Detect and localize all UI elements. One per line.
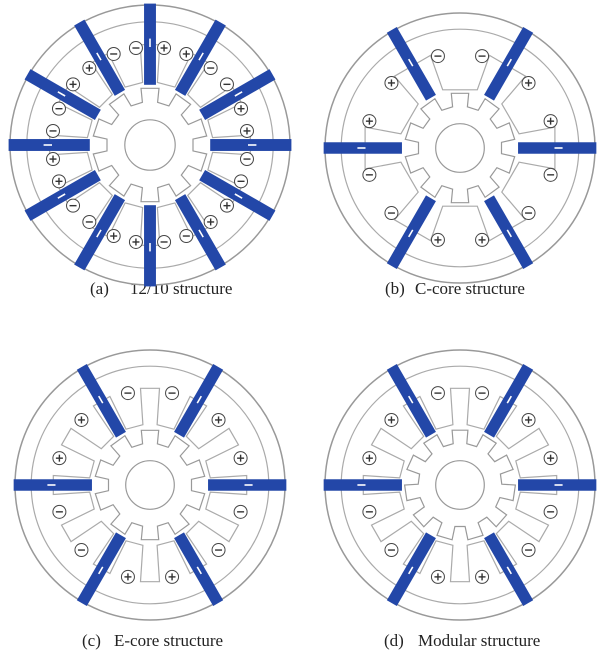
- panel-label: (b): [385, 279, 405, 298]
- magnet: [144, 205, 156, 286]
- magnet: [324, 479, 402, 490]
- motor: [14, 350, 287, 620]
- motor: [9, 4, 292, 287]
- figure: (a) 12/10 structure (b) C-core structure…: [0, 0, 614, 657]
- magnet: [14, 479, 92, 490]
- shaft: [436, 461, 485, 510]
- caption-d: (d) Modular structure: [384, 631, 540, 650]
- motor: [324, 13, 597, 283]
- panel-label: (c): [82, 631, 101, 650]
- shaft: [126, 461, 175, 510]
- panel-label: (a): [90, 279, 109, 298]
- magnet: [518, 479, 596, 490]
- shaft: [125, 120, 175, 170]
- panel-caption: E-core structure: [114, 631, 223, 650]
- magnet: [208, 479, 286, 490]
- caption-c: (c) E-core structure: [82, 631, 223, 650]
- magnet: [210, 139, 291, 151]
- shaft: [436, 124, 485, 173]
- magnet: [144, 4, 156, 85]
- magnet: [9, 139, 90, 151]
- magnet: [324, 142, 402, 153]
- motor: [324, 350, 597, 620]
- panel-label: (d): [384, 631, 404, 650]
- panel-caption: Modular structure: [418, 631, 540, 650]
- magnet: [518, 142, 596, 153]
